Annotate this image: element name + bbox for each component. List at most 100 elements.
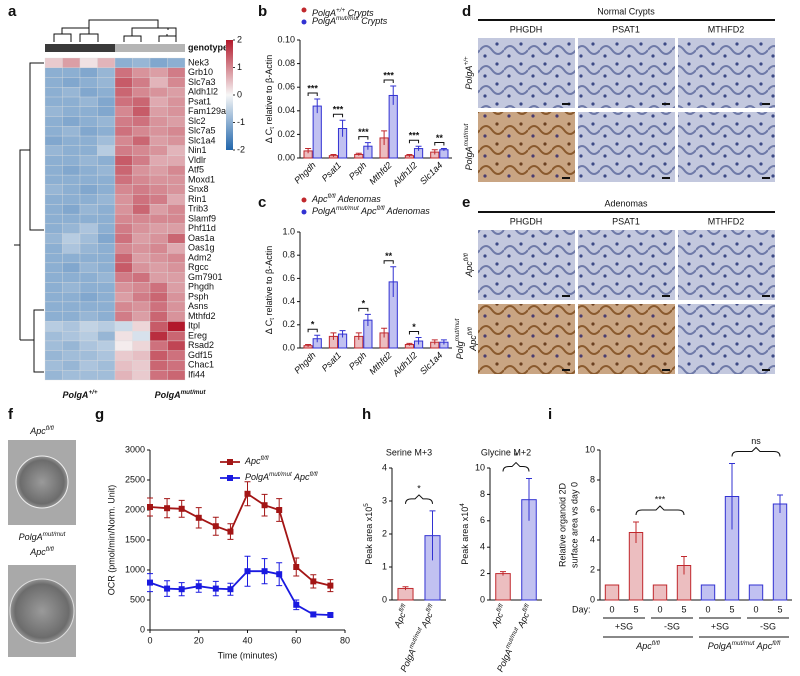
x-axis-label: Day: bbox=[572, 604, 591, 614]
text-part: Apc bbox=[29, 547, 46, 557]
heat-cell bbox=[97, 194, 116, 205]
heat-cell bbox=[132, 233, 151, 244]
heat-cell bbox=[167, 262, 186, 273]
heat-cell bbox=[114, 253, 133, 264]
bar bbox=[439, 149, 449, 159]
sig-bracket bbox=[358, 307, 369, 312]
y-axis-label: OCR (pmol/min/Norm. Unit) bbox=[106, 485, 116, 596]
heat-cell bbox=[132, 204, 151, 215]
scale-bar bbox=[662, 295, 670, 297]
text-part: relative to β-Actin bbox=[264, 246, 274, 318]
sig-label: *** bbox=[307, 83, 318, 93]
group-label: +SG bbox=[615, 621, 633, 631]
heat-cell bbox=[167, 174, 186, 185]
sig-bracket bbox=[332, 113, 344, 118]
heat-cell bbox=[167, 331, 186, 342]
chart-title: Serine M+3 bbox=[386, 447, 432, 457]
x-tick-label: 80 bbox=[340, 635, 350, 645]
point bbox=[293, 601, 300, 608]
text-part: Apc bbox=[419, 610, 436, 631]
column-label: PHGDH bbox=[510, 216, 543, 226]
scale-bar bbox=[762, 103, 770, 105]
row-label: PolgAmut/mut bbox=[463, 123, 475, 170]
point bbox=[147, 579, 153, 586]
x-tick-label: Psph bbox=[347, 160, 369, 182]
heat-cell bbox=[97, 272, 116, 283]
heat-cell bbox=[44, 350, 63, 361]
text-part: fl/fl bbox=[772, 640, 781, 647]
heat-cell bbox=[149, 233, 168, 244]
legend-marker bbox=[301, 7, 307, 13]
row-label: Rgcc bbox=[188, 262, 209, 272]
error-bar bbox=[402, 586, 409, 591]
error-bar bbox=[440, 339, 447, 345]
heat-cell bbox=[79, 174, 98, 185]
scale-bar bbox=[662, 103, 670, 105]
point bbox=[147, 504, 153, 510]
heat-cell bbox=[149, 272, 168, 283]
row-label: Fam129a bbox=[188, 106, 226, 116]
sig-bracket bbox=[408, 331, 420, 335]
row-label: Moxd1 bbox=[188, 174, 215, 184]
heat-cell bbox=[167, 370, 186, 381]
heat-cell bbox=[62, 340, 81, 351]
heat-cell bbox=[167, 194, 186, 205]
heat-cell bbox=[132, 116, 151, 127]
point bbox=[293, 564, 300, 570]
heat-cell bbox=[62, 272, 81, 283]
heat-cell bbox=[132, 165, 151, 176]
legend-label: Apcfl/fl Adenomas bbox=[311, 193, 381, 205]
heat-cell bbox=[167, 145, 186, 156]
row-label: Apcfl/fl bbox=[467, 327, 479, 352]
heat-cell bbox=[114, 165, 133, 176]
bar bbox=[495, 573, 511, 601]
heat-cell bbox=[44, 145, 63, 156]
y-axis-label: Peak area x105 bbox=[363, 503, 375, 565]
heat-cell bbox=[79, 282, 98, 293]
text-part: mut/mut bbox=[43, 531, 66, 538]
heat-cell bbox=[97, 340, 116, 351]
sig-label: * bbox=[311, 320, 315, 330]
heat-cell bbox=[132, 282, 151, 293]
heat-cell bbox=[62, 301, 81, 312]
heat-cell bbox=[62, 321, 81, 332]
text-part: t bbox=[269, 127, 276, 129]
text-part: Apc bbox=[490, 610, 506, 630]
error-bar bbox=[526, 478, 532, 521]
heat-cell bbox=[167, 96, 186, 107]
heat-cell bbox=[97, 204, 116, 215]
heat-cell bbox=[79, 135, 98, 146]
row-label: Phf11d bbox=[188, 223, 216, 233]
heat-cell bbox=[114, 106, 133, 117]
heat-cell bbox=[167, 350, 186, 361]
heat-cell bbox=[62, 292, 81, 303]
heat-cell bbox=[114, 272, 133, 283]
heat-cell bbox=[62, 116, 81, 127]
image-label: Apcfl/fl bbox=[29, 425, 54, 437]
x-tick-label: 0 bbox=[147, 635, 152, 645]
heat-cell bbox=[149, 116, 168, 127]
x-tick-label: Mthfd2 bbox=[367, 350, 394, 377]
heat-cell bbox=[79, 331, 98, 342]
row-label: Chac1 bbox=[188, 360, 214, 370]
y-tick-label: 4 bbox=[480, 542, 485, 552]
heat-cell bbox=[44, 184, 63, 195]
heat-cell bbox=[114, 116, 133, 127]
point bbox=[261, 502, 268, 509]
heat-cell bbox=[44, 301, 63, 312]
heat-cell bbox=[79, 165, 98, 176]
point bbox=[195, 514, 202, 521]
text-part: fl/fl bbox=[46, 546, 55, 553]
section-title: Normal Crypts bbox=[597, 6, 655, 16]
panel-letter: e bbox=[462, 194, 470, 211]
heat-cell bbox=[167, 233, 186, 244]
sig-label: * bbox=[514, 451, 518, 461]
heat-cell bbox=[114, 145, 133, 156]
y-tick-label: 2500 bbox=[125, 474, 145, 484]
text-part: PolgA bbox=[312, 8, 336, 18]
column-label: MTHFD2 bbox=[708, 216, 745, 226]
heat-cell bbox=[97, 57, 116, 68]
y-tick-label: 3 bbox=[382, 495, 387, 505]
heat-cell bbox=[97, 360, 116, 371]
heat-cell bbox=[167, 213, 186, 225]
